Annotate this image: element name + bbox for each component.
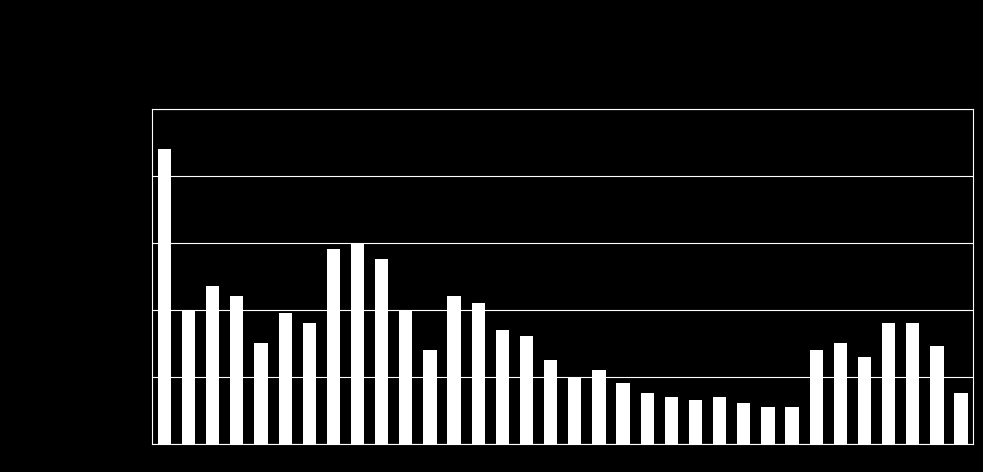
Bar — [472, 303, 485, 444]
Bar — [930, 346, 944, 444]
Bar — [616, 383, 630, 444]
Bar — [520, 337, 533, 444]
Bar — [906, 323, 919, 444]
Bar — [785, 407, 799, 444]
Bar — [424, 350, 436, 444]
Bar — [689, 400, 702, 444]
Bar — [495, 330, 509, 444]
Bar — [544, 360, 557, 444]
Bar — [834, 343, 847, 444]
Bar — [182, 310, 196, 444]
Bar — [255, 343, 267, 444]
Bar — [376, 260, 388, 444]
Bar — [641, 394, 654, 444]
Bar — [882, 323, 896, 444]
Bar — [665, 397, 678, 444]
Bar — [447, 296, 461, 444]
Bar — [278, 313, 292, 444]
Bar — [399, 310, 413, 444]
Bar — [230, 296, 244, 444]
Bar — [810, 350, 823, 444]
Bar — [713, 397, 726, 444]
Bar — [593, 370, 606, 444]
Bar — [351, 243, 365, 444]
Bar — [206, 286, 219, 444]
Bar — [158, 149, 171, 444]
Bar — [954, 394, 967, 444]
Bar — [568, 377, 582, 444]
Bar — [326, 249, 340, 444]
Bar — [737, 404, 750, 444]
Bar — [761, 407, 775, 444]
Bar — [858, 356, 871, 444]
Bar — [303, 323, 316, 444]
